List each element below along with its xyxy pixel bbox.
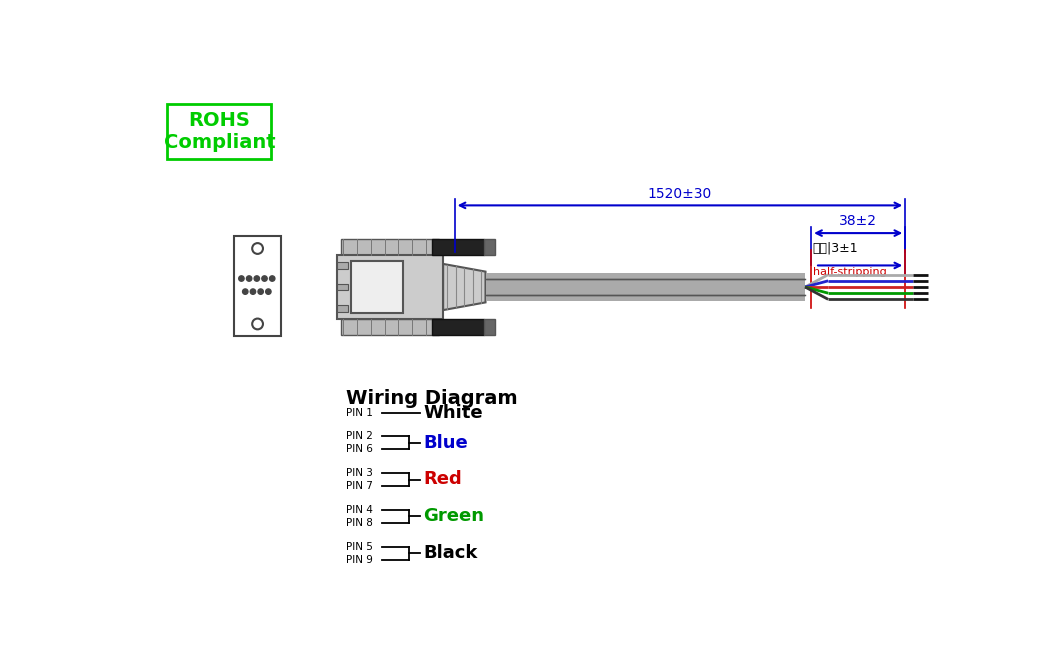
Bar bbox=[337, 255, 443, 319]
Circle shape bbox=[269, 276, 275, 281]
Circle shape bbox=[252, 243, 263, 254]
Bar bbox=[340, 239, 439, 255]
Text: PIN 9: PIN 9 bbox=[347, 554, 373, 564]
Text: White: White bbox=[423, 405, 482, 422]
Circle shape bbox=[250, 289, 255, 294]
Bar bbox=[431, 319, 484, 335]
Bar bbox=[337, 306, 349, 312]
Circle shape bbox=[252, 319, 263, 329]
Circle shape bbox=[246, 276, 252, 281]
Polygon shape bbox=[443, 264, 485, 310]
Text: PIN 8: PIN 8 bbox=[347, 517, 373, 528]
Text: Black: Black bbox=[423, 544, 477, 562]
Text: PIN 7: PIN 7 bbox=[347, 480, 373, 491]
Text: 38±2: 38±2 bbox=[840, 214, 878, 228]
Bar bbox=[340, 319, 439, 335]
Text: PIN 4: PIN 4 bbox=[347, 505, 373, 515]
Circle shape bbox=[262, 276, 267, 281]
Circle shape bbox=[254, 276, 260, 281]
Text: ROHS
Compliant: ROHS Compliant bbox=[163, 111, 276, 152]
Circle shape bbox=[266, 289, 271, 294]
Text: Wiring Diagram: Wiring Diagram bbox=[347, 388, 517, 408]
Bar bbox=[431, 239, 484, 255]
Bar bbox=[484, 239, 495, 255]
Circle shape bbox=[243, 289, 248, 294]
Text: PIN 2: PIN 2 bbox=[347, 431, 373, 442]
Bar bbox=[484, 319, 495, 335]
Text: 1520±30: 1520±30 bbox=[648, 187, 712, 201]
Text: Green: Green bbox=[423, 507, 484, 526]
Bar bbox=[351, 261, 403, 313]
Circle shape bbox=[258, 289, 263, 294]
Circle shape bbox=[238, 276, 244, 281]
Text: Blue: Blue bbox=[423, 433, 467, 452]
Bar bbox=[167, 103, 271, 159]
Text: PIN 6: PIN 6 bbox=[347, 444, 373, 454]
Bar bbox=[233, 236, 282, 336]
Bar bbox=[337, 284, 349, 290]
Text: 半剑|3±1: 半剑|3±1 bbox=[813, 242, 859, 255]
Text: PIN 5: PIN 5 bbox=[347, 542, 373, 552]
Bar bbox=[337, 262, 349, 269]
Text: half-stripping: half-stripping bbox=[813, 267, 886, 277]
Text: PIN 1: PIN 1 bbox=[347, 409, 373, 418]
Text: PIN 3: PIN 3 bbox=[347, 468, 373, 478]
Text: Red: Red bbox=[423, 470, 462, 489]
